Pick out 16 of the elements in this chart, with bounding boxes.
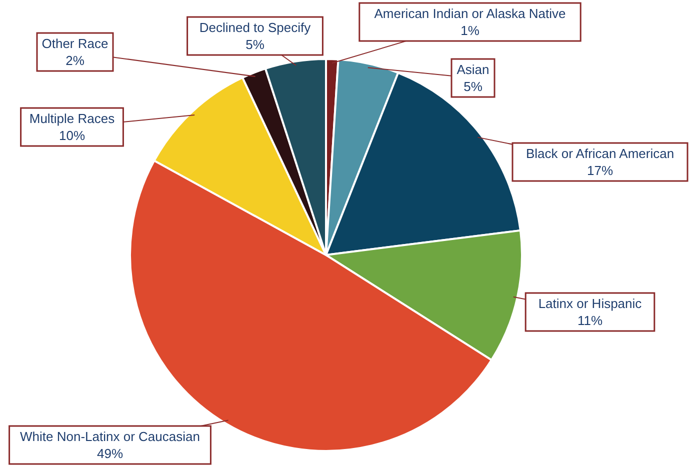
data-label: 10% [58,128,86,143]
slice-label: American Indian or Alaska Native [374,6,566,21]
data-label: 5% [246,37,265,52]
slice-label: Black or African American [526,146,674,161]
slice-label: Latinx or Hispanic [538,296,642,311]
slice-label: Other Race [42,36,108,51]
slice-label: White Non-Latinx or Caucasian [20,429,200,444]
slice-label: Declined to Specify [199,20,312,35]
data-label: 49% [96,446,124,461]
data-label: 11% [577,313,603,328]
slice-label: Asian [456,62,490,77]
slice-label: Multiple Races [29,111,116,126]
data-label: 2% [66,53,85,68]
data-label: 1% [460,23,480,38]
data-label: 17% [586,163,614,178]
data-label: 5% [464,79,483,94]
